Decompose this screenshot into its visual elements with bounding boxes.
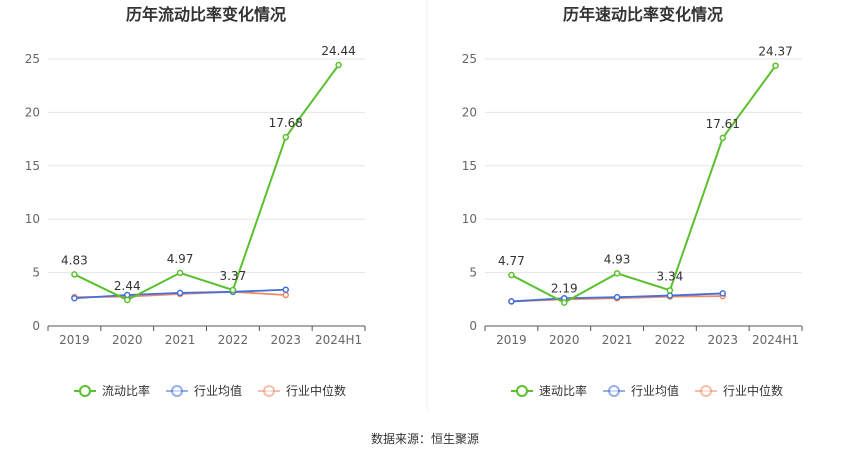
data-point [282, 133, 289, 141]
legend-label: 行业均值 [194, 383, 242, 398]
data-point [719, 290, 726, 297]
y-tick-label: 5 [469, 266, 477, 280]
legend-item-2: 行业中位数 [258, 383, 346, 398]
data-point [124, 296, 131, 304]
data-label: 17.68 [269, 116, 303, 130]
data-source-note: 数据来源：恒生聚源 [370, 432, 479, 446]
y-tick-label: 20 [25, 105, 40, 119]
chart-title: 历年速动比率变化情况 [563, 5, 723, 24]
legend-marker [700, 385, 713, 397]
y-tick-label: 0 [32, 319, 40, 333]
data-label: 4.77 [498, 254, 525, 268]
data-point [282, 291, 289, 299]
data-label: 2.44 [114, 279, 141, 293]
data-label: 4.83 [61, 253, 88, 267]
data-point [772, 62, 779, 69]
legend-item-0: 流动比率 [74, 383, 150, 398]
x-tick-label: 2020 [112, 333, 143, 347]
data-point [719, 134, 726, 142]
legend-marker [79, 385, 91, 397]
data-point [335, 61, 342, 69]
chart-title: 历年流动比率变化情况 [126, 5, 286, 24]
legend-label: 行业均值 [631, 383, 679, 398]
legend-label: 流动比率 [102, 383, 150, 398]
legend-label: 行业中位数 [286, 383, 346, 398]
x-tick-label: 2023 [270, 333, 301, 347]
y-tick-label: 20 [462, 105, 477, 119]
x-tick-label: 2019 [496, 333, 527, 347]
data-point [561, 299, 568, 306]
legend-marker [263, 385, 276, 397]
data-point [71, 271, 78, 278]
chart-panel-1: 历年速动比率变化情况 0 5 10 15 20 25 2019 2020 2021 2022 2023… [462, 5, 803, 398]
data-point [613, 293, 621, 301]
data-label: 17.61 [706, 117, 740, 131]
data-point [666, 287, 674, 294]
data-point [613, 270, 621, 277]
y-tick-label: 25 [25, 52, 40, 66]
data-label: 4.97 [167, 252, 194, 266]
legend-marker [516, 385, 528, 397]
data-label: 3.34 [657, 269, 684, 283]
x-tick-label: 2024H1 [315, 333, 362, 347]
legend-item-0: 速动比率 [511, 383, 587, 398]
x-tick-label: 2022 [218, 333, 249, 347]
y-tick-label: 15 [462, 159, 477, 173]
x-tick-label: 2021 [165, 333, 196, 347]
y-tick-label: 10 [25, 212, 40, 226]
data-label: 4.93 [604, 252, 631, 266]
x-tick-label: 2022 [655, 333, 686, 347]
chart-panel-0: 历年流动比率变化情况 0 5 10 15 20 25 2019 2020 2021 2022 2023… [25, 5, 366, 398]
legend-item-1: 行业均值 [603, 383, 679, 398]
x-tick-label: 2021 [602, 333, 633, 347]
data-point [666, 292, 674, 299]
x-tick-label: 2020 [549, 333, 580, 347]
y-tick-label: 25 [462, 52, 477, 66]
legend-label: 速动比率 [539, 383, 587, 398]
x-tick-label: 2019 [59, 333, 90, 347]
data-label: 24.37 [758, 45, 792, 59]
data-label: 3.37 [220, 269, 247, 283]
legend-item-1: 行业均值 [166, 383, 242, 398]
legend-marker [171, 385, 184, 397]
legend-label: 行业中位数 [723, 383, 783, 398]
data-point [508, 298, 515, 305]
x-tick-label: 2024H1 [752, 333, 799, 347]
y-tick-label: 5 [32, 266, 40, 280]
data-point [176, 289, 184, 297]
data-label: 24.44 [321, 44, 355, 58]
y-tick-label: 10 [462, 212, 477, 226]
data-label: 2.19 [551, 282, 578, 296]
data-point [508, 271, 515, 279]
legend-item-2: 行业中位数 [695, 383, 783, 398]
data-point [176, 269, 184, 277]
series-line-0 [73, 64, 340, 301]
data-point [229, 286, 237, 294]
data-point [282, 286, 289, 293]
y-tick-label: 0 [469, 319, 477, 333]
series-line-0 [510, 65, 777, 304]
data-point [71, 294, 78, 302]
y-tick-label: 15 [25, 159, 40, 173]
x-tick-label: 2023 [707, 333, 738, 347]
legend-marker [608, 385, 621, 397]
